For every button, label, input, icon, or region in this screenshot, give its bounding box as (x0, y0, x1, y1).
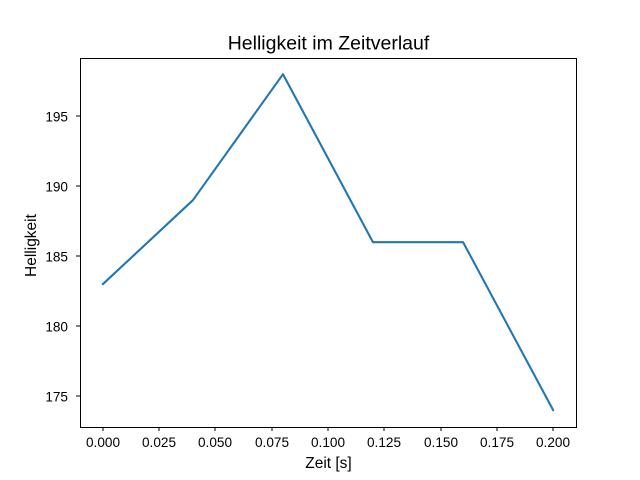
svg-text:0.050: 0.050 (198, 435, 232, 450)
svg-text:0.200: 0.200 (536, 435, 570, 450)
svg-text:175: 175 (45, 390, 68, 405)
svg-text:0.025: 0.025 (142, 435, 176, 450)
svg-text:Helligkeit: Helligkeit (23, 213, 40, 277)
svg-text:0.175: 0.175 (480, 435, 514, 450)
svg-text:190: 190 (45, 180, 68, 195)
svg-text:180: 180 (45, 320, 68, 335)
svg-text:0.150: 0.150 (424, 435, 458, 450)
svg-text:0.075: 0.075 (255, 435, 289, 450)
svg-text:Zeit [s]: Zeit [s] (305, 455, 352, 472)
svg-text:0.100: 0.100 (311, 435, 345, 450)
svg-text:0.000: 0.000 (86, 435, 120, 450)
svg-text:Helligkeit im Zeitverlauf: Helligkeit im Zeitverlauf (228, 33, 430, 55)
svg-text:0.125: 0.125 (367, 435, 401, 450)
svg-text:185: 185 (45, 250, 68, 265)
svg-text:195: 195 (45, 110, 68, 125)
